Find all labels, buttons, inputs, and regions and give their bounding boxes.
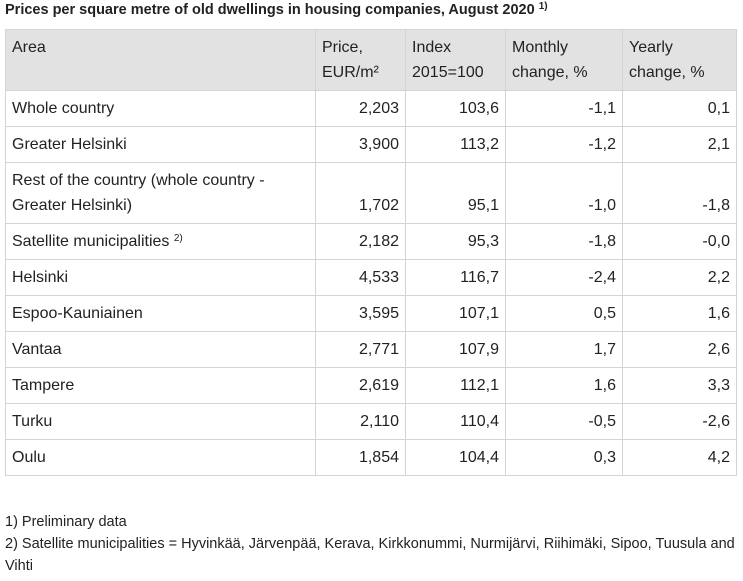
value-cell: 103,6 bbox=[405, 90, 506, 127]
header-cell: Yearly change, % bbox=[622, 29, 737, 91]
area-cell: Tampere bbox=[5, 367, 316, 404]
value-cell: 2,203 bbox=[315, 90, 406, 127]
table-row: Rest of the country (whole country - Gre… bbox=[5, 162, 737, 224]
table-row: Vantaa 2,771 107,9 1,7 2,6 bbox=[5, 331, 737, 368]
area-cell: Satellite municipalities 2) bbox=[5, 223, 316, 260]
header-cell: Index 2015=100 bbox=[405, 29, 506, 91]
value-cell: -2,4 bbox=[505, 259, 623, 296]
area-cell: Vantaa bbox=[5, 331, 316, 368]
value-cell: 107,9 bbox=[405, 331, 506, 368]
area-name: Tampere bbox=[12, 377, 75, 394]
value-cell: 2,771 bbox=[315, 331, 406, 368]
title: Prices per square metre of old dwellings… bbox=[5, 1, 548, 19]
footnote: 2) Satellite municipalities = Hyvinkää, … bbox=[5, 536, 735, 574]
value-cell: -2,6 bbox=[622, 403, 737, 440]
area-cell: Espoo-Kauniainen bbox=[5, 295, 316, 332]
area-cell: Oulu bbox=[5, 439, 316, 476]
value-cell: 1,6 bbox=[622, 295, 737, 332]
area-name: Turku bbox=[12, 413, 53, 430]
value-cell: 2,110 bbox=[315, 403, 406, 440]
table-row: Espoo-Kauniainen 3,595 107,1 0,5 1,6 bbox=[5, 295, 737, 332]
value-cell: 0,5 bbox=[505, 295, 623, 332]
table-row: Greater Helsinki 3,900 113,2 -1,2 2,1 bbox=[5, 126, 737, 163]
area-cell: Turku bbox=[5, 403, 316, 440]
value-cell: 3,3 bbox=[622, 367, 737, 404]
area-name: Vantaa bbox=[12, 341, 62, 358]
value-cell: -1,2 bbox=[505, 126, 623, 163]
area-name: Helsinki bbox=[12, 269, 69, 286]
value-cell: 0,1 bbox=[622, 90, 737, 127]
table-row: Oulu 1,854 104,4 0,3 4,2 bbox=[5, 439, 737, 476]
value-cell: 4,2 bbox=[622, 439, 737, 476]
value-cell: 95,1 bbox=[405, 162, 506, 224]
title-note: 1) bbox=[538, 1, 548, 12]
table-row: Whole country 2,203 103,6 -1,1 0,1 bbox=[5, 90, 737, 127]
value-cell: 116,7 bbox=[405, 259, 506, 296]
title-text: Prices per square metre of old dwellings… bbox=[5, 2, 535, 18]
value-cell: 2,1 bbox=[622, 126, 737, 163]
value-cell: 0,3 bbox=[505, 439, 623, 476]
area-cell: Whole country bbox=[5, 90, 316, 127]
footnotes: 1) Preliminary data 2) Satellite municipa… bbox=[5, 511, 740, 577]
table-row: Turku 2,110 110,4 -0,5 -2,6 bbox=[5, 403, 737, 440]
header-cell: Monthly change, % bbox=[505, 29, 623, 91]
value-cell: 4,533 bbox=[315, 259, 406, 296]
value-cell: 2,182 bbox=[315, 223, 406, 260]
header-row: Area Price, EUR/m² Index 2015=100 Monthly c… bbox=[5, 29, 737, 91]
value-cell: 95,3 bbox=[405, 223, 506, 260]
value-cell: 3,900 bbox=[315, 126, 406, 163]
table-row: Helsinki 4,533 116,7 -2,4 2,2 bbox=[5, 259, 737, 296]
value-cell: 104,4 bbox=[405, 439, 506, 476]
value-cell: 1,7 bbox=[505, 331, 623, 368]
value-cell: -1,8 bbox=[505, 223, 623, 260]
area-name: Greater Helsinki bbox=[12, 136, 127, 153]
value-cell: -1,0 bbox=[505, 162, 623, 224]
value-cell: 112,1 bbox=[405, 367, 506, 404]
value-cell: 107,1 bbox=[405, 295, 506, 332]
table-body: Whole country 2,203 103,6 -1,1 0,1 Greater He… bbox=[5, 90, 737, 476]
value-cell: 2,619 bbox=[315, 367, 406, 404]
area-name: Rest of the country (whole country - Gre… bbox=[12, 172, 265, 214]
area-cell: Greater Helsinki bbox=[5, 126, 316, 163]
value-cell: 2,2 bbox=[622, 259, 737, 296]
value-cell: -1,1 bbox=[505, 90, 623, 127]
area-note: 2) bbox=[173, 233, 183, 244]
area-name: Satellite municipalities bbox=[12, 233, 170, 250]
header-cell: Price, EUR/m² bbox=[315, 29, 406, 91]
area-cell: Rest of the country (whole country - Gre… bbox=[5, 162, 316, 224]
footnote: 1) Preliminary data bbox=[5, 514, 127, 530]
value-cell: -0,0 bbox=[622, 223, 737, 260]
area-name: Whole country bbox=[12, 100, 115, 117]
value-cell: 1,854 bbox=[315, 439, 406, 476]
price-table: Area Price, EUR/m² Index 2015=100 Monthly c… bbox=[5, 29, 737, 476]
value-cell: 1,702 bbox=[315, 162, 406, 224]
value-cell: -1,8 bbox=[622, 162, 737, 224]
value-cell: 2,6 bbox=[622, 331, 737, 368]
table-row: Satellite municipalities 2) 2,182 95,3 -1,8… bbox=[5, 223, 737, 260]
value-cell: 110,4 bbox=[405, 403, 506, 440]
header-cell: Area bbox=[5, 29, 316, 91]
area-cell: Helsinki bbox=[5, 259, 316, 296]
value-cell: 113,2 bbox=[405, 126, 506, 163]
area-name: Oulu bbox=[12, 449, 46, 466]
table-row: Tampere 2,619 112,1 1,6 3,3 bbox=[5, 367, 737, 404]
value-cell: 3,595 bbox=[315, 295, 406, 332]
area-name: Espoo-Kauniainen bbox=[12, 305, 143, 322]
value-cell: 1,6 bbox=[505, 367, 623, 404]
value-cell: -0,5 bbox=[505, 403, 623, 440]
